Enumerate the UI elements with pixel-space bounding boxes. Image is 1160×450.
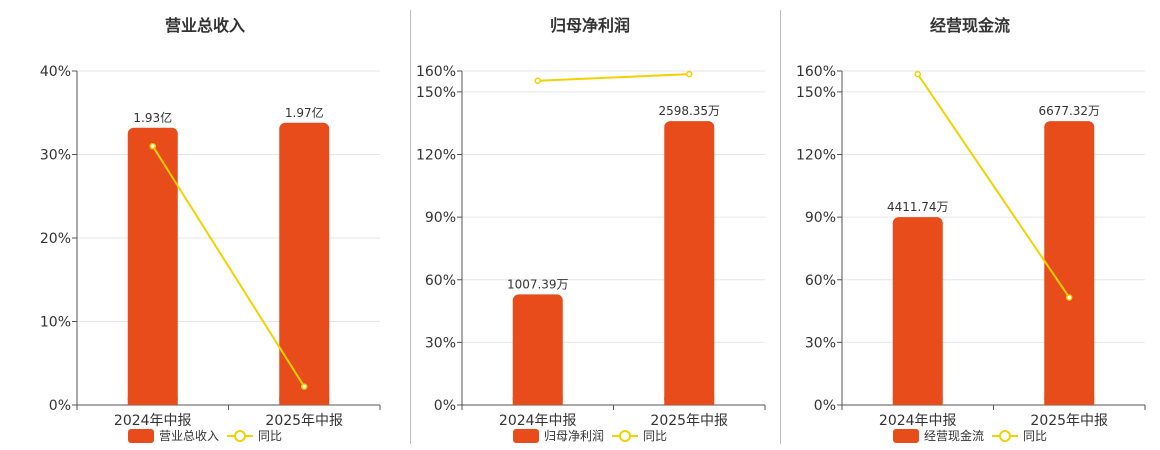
bar-base	[892, 397, 943, 405]
legend-line-swatch	[612, 429, 638, 443]
legend-item-bar[interactable]: 经营现金流	[892, 427, 984, 444]
chart-panel-net-profit: 归母净利润 0% 30% 60% 90% 120% 150% 160% 2024年中报 2025…	[405, 0, 775, 450]
legend-bar-label: 经营现金流	[923, 429, 984, 443]
panel-divider	[780, 10, 781, 444]
legend-item-bar[interactable]: 归母净利润	[512, 427, 604, 444]
yoy-point	[149, 142, 156, 150]
panel-divider	[410, 10, 411, 444]
y-tick-label: 90%	[805, 210, 836, 226]
yoy-point	[914, 70, 921, 78]
y-tick-label: 30%	[425, 335, 456, 351]
chart-legend: 经营现金流 同比	[785, 427, 1155, 444]
bar-base	[1044, 397, 1095, 405]
y-tick-label: 0%	[434, 398, 456, 414]
x-tick-label: 2024年中报	[879, 413, 957, 429]
chart-plot: 0% 30% 60% 90% 120% 150% 160% 2024年中报 2025年中报 441…	[796, 64, 1146, 429]
bar	[1044, 121, 1095, 405]
bar-data-label: 1.93亿	[133, 110, 172, 125]
y-tick-label: 0%	[49, 398, 71, 414]
legend-bar-label: 营业总收入	[158, 429, 219, 443]
chart-panel-revenue: 营业总收入 0% 10% 20% 30% 40% 2024年中报 2025年中报 1.93亿 1…	[20, 0, 390, 450]
bar	[512, 294, 563, 405]
chart-title: 经营现金流	[929, 16, 1010, 35]
bar-data-label: 2598.35万	[658, 104, 720, 118]
yoy-point	[534, 77, 541, 85]
chart-plot: 0% 10% 20% 30% 40% 2024年中报 2025年中报 1.93亿 1.97亿	[40, 64, 381, 429]
bar	[279, 122, 330, 406]
legend-item-bar[interactable]: 营业总收入	[127, 427, 219, 444]
x-tick-label: 2025年中报	[265, 413, 343, 429]
y-tick-label: 150%	[796, 85, 836, 101]
bar	[892, 217, 943, 405]
x-tick-label: 2025年中报	[650, 413, 728, 429]
y-tick-label: 30%	[40, 148, 71, 164]
y-tick-label: 30%	[805, 335, 836, 351]
y-tick-label: 160%	[416, 64, 456, 80]
legend-bar-swatch	[892, 428, 919, 443]
bar-data-label: 6677.32万	[1038, 104, 1100, 118]
chart-plot: 0% 30% 60% 90% 120% 150% 160% 2024年中报 2025年中报 100…	[416, 64, 766, 429]
bar-data-label: 1007.39万	[507, 277, 569, 291]
yoy-point	[1066, 294, 1073, 301]
legend-line-swatch	[992, 429, 1018, 443]
y-tick-label: 150%	[416, 85, 456, 101]
y-tick-label: 60%	[805, 273, 836, 289]
chart-title: 归母净利润	[549, 16, 630, 35]
bar-base	[279, 397, 330, 405]
legend-item-line[interactable]: 同比	[612, 427, 667, 444]
yoy-line	[151, 145, 306, 388]
chart-legend: 归母净利润 同比	[405, 427, 775, 444]
legend-bar-swatch	[512, 428, 539, 443]
bar-data-label: 4411.74万	[887, 200, 949, 214]
legend-bar-label: 归母净利润	[543, 429, 604, 443]
y-tick-label: 120%	[796, 148, 836, 164]
yoy-line	[916, 73, 1071, 299]
x-tick-label: 2025年中报	[1030, 413, 1108, 429]
bar-base	[512, 397, 563, 405]
legend-line-label: 同比	[643, 429, 668, 443]
bar-data-label: 1.97亿	[285, 105, 324, 120]
chart-legend: 营业总收入 同比	[20, 427, 390, 444]
chart-title: 营业总收入	[164, 16, 245, 35]
y-tick-label: 0%	[814, 398, 836, 414]
chart-panel-cash-flow: 经营现金流 0% 30% 60% 90% 120% 150% 160% 2024年中报 2025…	[785, 0, 1155, 450]
x-tick-label: 2024年中报	[499, 413, 577, 429]
y-tick-label: 120%	[416, 148, 456, 164]
yoy-point	[301, 383, 308, 390]
legend-line-label: 同比	[258, 429, 283, 443]
legend-item-line[interactable]: 同比	[227, 427, 282, 444]
bar-base	[127, 397, 178, 405]
legend-item-line[interactable]: 同比	[992, 427, 1047, 444]
legend-line-label: 同比	[1023, 429, 1048, 443]
bar-base	[664, 397, 715, 405]
y-tick-label: 90%	[425, 210, 456, 226]
yoy-line	[537, 73, 690, 82]
y-tick-label: 160%	[796, 64, 836, 80]
legend-line-swatch	[227, 429, 253, 443]
y-tick-label: 40%	[40, 64, 71, 80]
y-tick-label: 10%	[40, 315, 71, 331]
y-tick-label: 60%	[425, 273, 456, 289]
bar	[127, 127, 178, 405]
legend-bar-swatch	[127, 428, 154, 443]
x-tick-label: 2024年中报	[114, 413, 192, 429]
y-tick-label: 20%	[40, 231, 71, 247]
yoy-point	[686, 70, 693, 78]
bar	[664, 121, 715, 405]
